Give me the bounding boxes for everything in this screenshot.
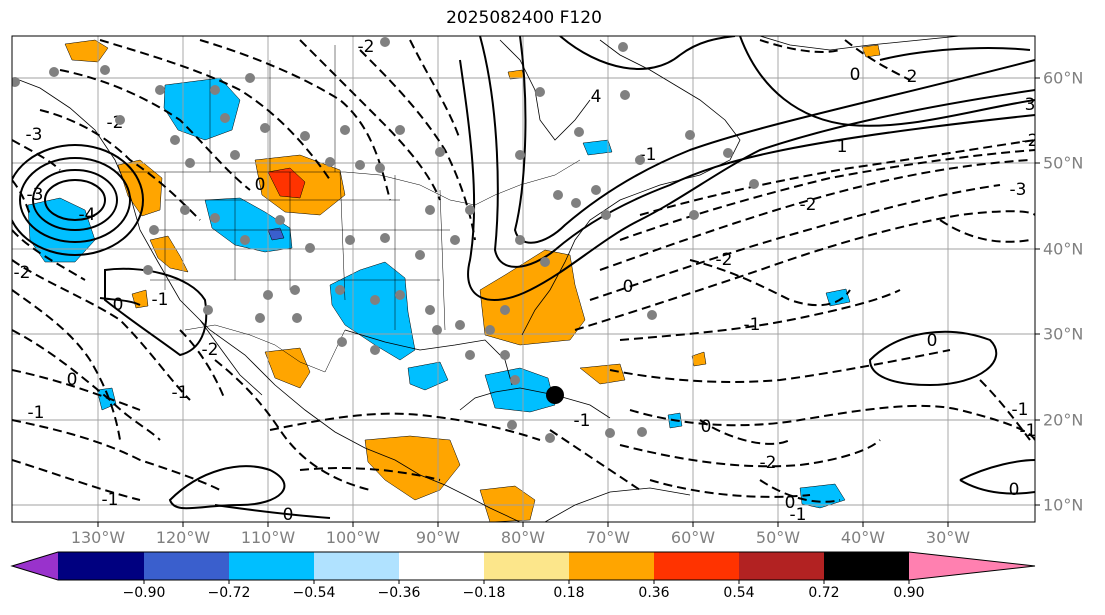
contour-label: 0 <box>623 277 634 297</box>
contour-labels: -2 -3 -2 -3 -4 -2 0 -1 0 -1 -1 -2 0 -1 0… <box>14 37 1039 525</box>
colorbar-tick-label: −0.72 <box>207 585 251 601</box>
contour-label: -3 <box>1010 180 1027 200</box>
lon-label: 40°W <box>840 528 886 547</box>
contour-label: -3 <box>26 125 43 145</box>
lon-label: 80°W <box>500 528 546 547</box>
axis-ticks <box>97 77 1040 527</box>
colorbar-tick-label: −0.90 <box>122 585 166 601</box>
contour-label: 0 <box>67 370 78 390</box>
colorbar-tick-label: −0.18 <box>462 585 506 601</box>
solid-contours <box>12 36 1035 519</box>
lon-label: 30°W <box>925 528 971 547</box>
lat-label: 10°N <box>1043 495 1084 515</box>
contour-label: -1 <box>1020 421 1037 441</box>
contour-label: 0 <box>701 417 712 437</box>
contour-label: -2 <box>202 340 219 360</box>
contour-label: 0 <box>113 295 124 315</box>
borders <box>115 45 581 373</box>
contour-label: -2 <box>14 263 31 283</box>
contour-label: 1 <box>837 137 848 157</box>
station-markers <box>12 37 759 443</box>
contour-label: 2 <box>907 67 918 87</box>
coastlines <box>13 36 961 522</box>
contour-label: 4 <box>591 87 602 107</box>
contour-label: -1 <box>102 490 119 510</box>
contour-label: -2 <box>358 37 375 57</box>
lon-label: 60°W <box>670 528 716 547</box>
colorbar-tick-label: 0.54 <box>723 585 755 601</box>
lat-label: 60°N <box>1043 68 1084 88</box>
lon-label: 90°W <box>415 528 461 547</box>
lon-label: 120°W <box>155 528 211 547</box>
lon-label: 100°W <box>325 528 381 547</box>
lon-label: 70°W <box>585 528 631 547</box>
storm-marker <box>546 386 564 404</box>
colorbar-tick-label: 0.36 <box>638 585 670 601</box>
contour-label: -2 <box>1022 131 1039 151</box>
contour-label: -1 <box>172 383 189 403</box>
colorbar-tick-label: −0.54 <box>292 585 336 601</box>
lat-label: 20°N <box>1043 410 1084 430</box>
colorbar-tick-label: 0.90 <box>893 585 925 601</box>
contour-label: -2 <box>716 250 733 270</box>
contour-label: 0 <box>927 331 938 351</box>
lat-label: 40°N <box>1043 239 1084 259</box>
contour-label: -1 <box>152 290 169 310</box>
contour-label: 0 <box>785 493 796 513</box>
contour-label: 0 <box>283 505 294 525</box>
contour-label: -2 <box>760 453 777 473</box>
contour-label: -1 <box>744 315 761 335</box>
contour-label: -3 <box>27 185 44 205</box>
chart-title: 2025082400 F120 <box>446 8 602 28</box>
contour-label: 3 <box>1025 95 1036 115</box>
dashed-contours <box>12 39 1035 503</box>
contour-label: -1 <box>790 505 807 525</box>
contour-label: 0 <box>1009 480 1020 500</box>
contour-label: 0 <box>850 65 861 85</box>
colorbar-tick-label: 0.18 <box>553 585 585 601</box>
lat-label: 50°N <box>1043 153 1084 173</box>
contour-label: -1 <box>574 411 591 431</box>
contour-label: -4 <box>79 205 96 225</box>
contour-label: -2 <box>800 195 817 215</box>
lat-label: 30°N <box>1043 324 1084 344</box>
lon-label: 130°W <box>70 528 126 547</box>
contour-label: -1 <box>28 403 45 423</box>
lon-label: 50°W <box>755 528 801 547</box>
lon-label: 110°W <box>240 528 296 547</box>
contour-label: 0 <box>255 175 266 195</box>
colorbar-tick-label: 0.72 <box>808 585 840 601</box>
contour-label: -1 <box>1012 400 1029 420</box>
colorbar-tick-label: −0.36 <box>377 585 421 601</box>
